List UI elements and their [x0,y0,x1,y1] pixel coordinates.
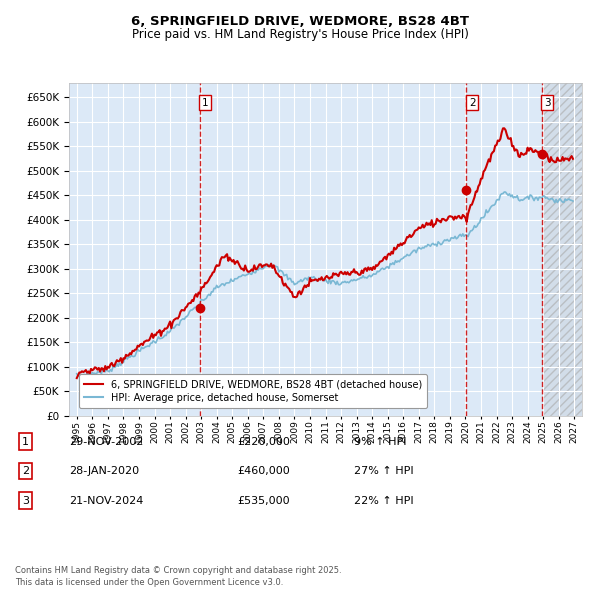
Bar [542,83,582,416]
Legend: 6, SPRINGFIELD DRIVE, WEDMORE, BS28 4BT (detached house), HPI: Average price, de: 6, SPRINGFIELD DRIVE, WEDMORE, BS28 4BT … [79,374,427,408]
Text: 28-JAN-2020: 28-JAN-2020 [69,466,139,476]
Text: 6, SPRINGFIELD DRIVE, WEDMORE, BS28 4BT: 6, SPRINGFIELD DRIVE, WEDMORE, BS28 4BT [131,15,469,28]
Text: Contains HM Land Registry data © Crown copyright and database right 2025.
This d: Contains HM Land Registry data © Crown c… [15,566,341,587]
Text: Price paid vs. HM Land Registry's House Price Index (HPI): Price paid vs. HM Land Registry's House … [131,28,469,41]
Text: 27% ↑ HPI: 27% ↑ HPI [354,466,413,476]
Text: £220,000: £220,000 [237,437,290,447]
Text: 1: 1 [22,437,29,447]
Text: 29-NOV-2002: 29-NOV-2002 [69,437,143,447]
Text: 22% ↑ HPI: 22% ↑ HPI [354,496,413,506]
Text: £535,000: £535,000 [237,496,290,506]
Text: 3: 3 [544,97,551,107]
Text: 21-NOV-2024: 21-NOV-2024 [69,496,143,506]
Text: 9% ↑ HPI: 9% ↑ HPI [354,437,407,447]
Text: £460,000: £460,000 [237,466,290,476]
Text: 2: 2 [469,97,475,107]
Text: 3: 3 [22,496,29,506]
Text: 2: 2 [22,466,29,476]
Text: 1: 1 [202,97,209,107]
